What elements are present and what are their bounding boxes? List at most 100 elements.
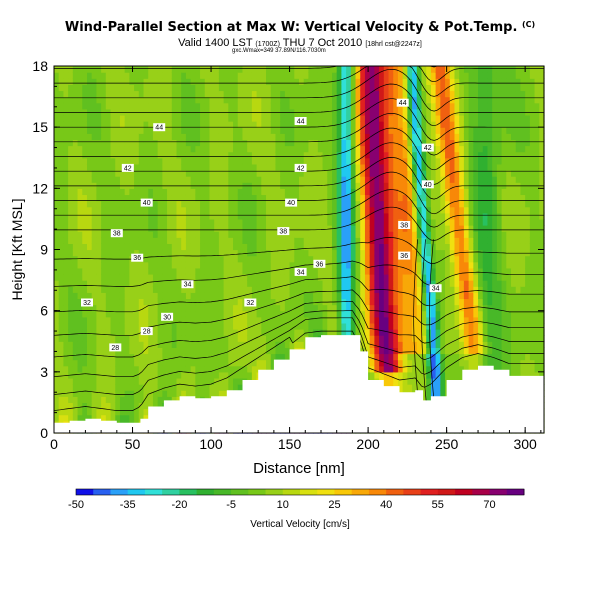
field-cell	[105, 78, 112, 85]
field-cell	[327, 280, 333, 287]
field-cell	[204, 384, 211, 391]
field-cell	[171, 377, 178, 385]
field-cell	[440, 267, 446, 275]
field-cell	[119, 90, 126, 98]
field-cell	[374, 316, 380, 324]
field-cell	[124, 145, 130, 153]
field-cell	[223, 194, 229, 202]
field-cell	[294, 298, 300, 306]
field-cell	[143, 151, 149, 159]
field-cell	[200, 90, 206, 98]
subtitle-utc: (1700Z)	[255, 41, 280, 48]
field-cell	[195, 133, 201, 140]
field-cell	[101, 408, 107, 416]
field-cell	[115, 402, 121, 410]
field-cell	[346, 212, 352, 220]
field-cell	[176, 231, 182, 238]
field-cell	[214, 96, 220, 104]
field-cell	[195, 316, 201, 324]
field-cell	[204, 66, 211, 73]
field-cell	[72, 66, 79, 73]
field-cell	[204, 273, 211, 281]
field-cell	[96, 188, 102, 196]
field-cell	[143, 188, 149, 196]
field-cell	[228, 384, 234, 391]
field-cell	[369, 114, 375, 122]
field-cell	[284, 304, 291, 312]
field-cell	[91, 335, 97, 342]
field-cell	[364, 292, 371, 300]
field-cell	[143, 102, 149, 110]
field-cell	[162, 139, 168, 147]
field-cell	[369, 78, 375, 85]
field-cell	[218, 298, 225, 306]
field-cell	[134, 414, 140, 422]
field-cell	[171, 329, 178, 336]
field-cell	[407, 286, 413, 293]
field-cell	[369, 157, 375, 165]
field-cell	[430, 157, 437, 165]
field-cell	[105, 304, 112, 312]
field-cell	[72, 237, 79, 244]
field-cell	[393, 169, 399, 177]
field-cell	[190, 72, 196, 79]
field-cell	[143, 78, 149, 85]
field-cell	[364, 84, 371, 92]
field-cell	[105, 133, 112, 140]
field-cell	[237, 127, 244, 134]
field-cell	[54, 341, 60, 348]
field-cell	[58, 280, 65, 287]
field-cell	[115, 243, 121, 251]
field-cell	[383, 145, 390, 153]
field-cell	[407, 127, 413, 134]
field-cell	[256, 96, 262, 104]
field-cell	[54, 218, 60, 226]
field-cell	[152, 335, 159, 342]
field-cell	[261, 273, 267, 281]
field-cell	[101, 273, 107, 281]
field-cell	[270, 176, 277, 183]
field-cell	[317, 304, 324, 312]
field-cell	[233, 371, 239, 379]
field-cell	[91, 353, 97, 361]
field-cell	[96, 72, 102, 79]
field-cell	[86, 365, 93, 373]
field-cell	[402, 66, 408, 73]
field-cell	[336, 316, 342, 324]
field-cell	[360, 255, 366, 263]
field-cell	[331, 66, 338, 73]
field-cell	[162, 322, 168, 330]
field-cell	[167, 194, 173, 202]
field-cell	[124, 402, 130, 410]
field-cell	[383, 329, 390, 336]
field-cell	[350, 182, 357, 189]
field-cell	[270, 90, 277, 98]
field-cell	[416, 133, 423, 140]
field-cell	[393, 255, 399, 263]
field-cell	[355, 243, 361, 251]
field-cell	[185, 188, 192, 196]
field-cell	[171, 390, 178, 397]
field-cell	[275, 66, 281, 73]
field-cell	[369, 151, 375, 159]
field-cell	[91, 90, 97, 98]
field-cell	[167, 200, 173, 208]
field-cell	[185, 225, 192, 232]
field-cell	[82, 169, 88, 177]
field-cell	[148, 310, 154, 318]
field-cell	[355, 66, 361, 73]
field-cell	[171, 151, 178, 159]
field-cell	[152, 114, 159, 122]
field-cell	[209, 329, 215, 336]
field-cell	[105, 292, 112, 300]
field-cell	[82, 66, 88, 73]
field-cell	[270, 304, 277, 312]
field-cell	[331, 133, 338, 140]
field-cell	[346, 292, 352, 300]
field-cell	[171, 200, 178, 208]
field-cell	[152, 145, 159, 153]
field-cell	[72, 212, 79, 220]
field-cell	[58, 322, 65, 330]
field-cell	[162, 163, 168, 171]
field-cell	[412, 188, 418, 196]
